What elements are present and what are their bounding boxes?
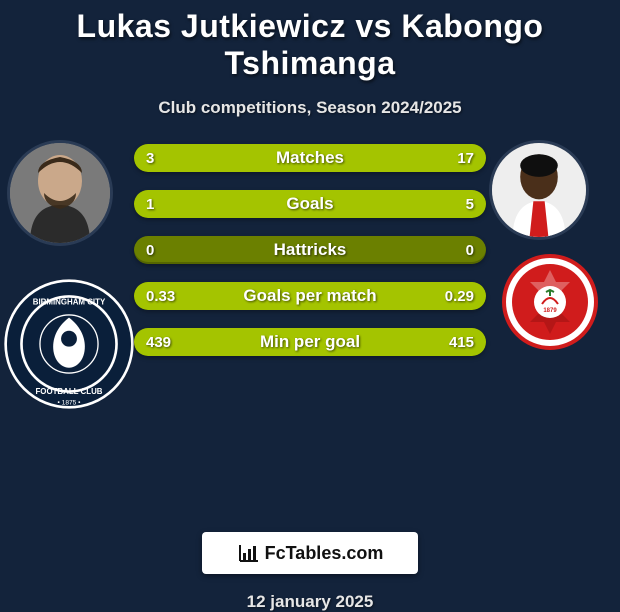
player-left-avatar [7,140,113,246]
stat-row: 439415Min per goal [134,328,486,356]
svg-text:• 1875 •: • 1875 • [58,400,82,407]
player-right-avatar-icon [492,143,586,237]
svg-text:BIRMINGHAM CITY: BIRMINGHAM CITY [33,297,106,306]
comparison-panel: BIRMINGHAM CITY FOOTBALL CLUB • 1875 • 1… [0,140,620,520]
footer-date: 12 january 2025 [0,592,620,612]
stat-label: Goals per match [134,282,486,310]
page-subtitle: Club competitions, Season 2024/2025 [0,98,620,118]
club-right-crest-icon: 1879 [500,252,600,352]
stat-label: Hattricks [134,236,486,264]
comparison-bars: 317Matches 15Goals 00Hattricks 0.330.29Goal… [134,144,486,374]
stat-label: Min per goal [134,328,486,356]
footer-brand: FcTables.com [202,532,418,574]
stat-row: 317Matches [134,144,486,172]
chart-icon [237,541,261,565]
stat-label: Matches [134,144,486,172]
player-right-avatar [489,140,589,240]
stat-label: Goals [134,190,486,218]
svg-text:FOOTBALL CLUB: FOOTBALL CLUB [35,387,102,396]
player-left-avatar-icon [10,143,110,243]
svg-text:1879: 1879 [543,308,557,314]
stat-row: 15Goals [134,190,486,218]
club-left-crest-icon: BIRMINGHAM CITY FOOTBALL CLUB • 1875 • [3,278,135,410]
stat-row: 0.330.29Goals per match [134,282,486,310]
club-right-crest: 1879 [500,252,600,352]
page-title: Lukas Jutkiewicz vs Kabongo Tshimanga [0,0,620,82]
footer-brand-text: FcTables.com [265,543,384,564]
stat-row: 00Hattricks [134,236,486,264]
club-left-crest: BIRMINGHAM CITY FOOTBALL CLUB • 1875 • [3,278,135,410]
